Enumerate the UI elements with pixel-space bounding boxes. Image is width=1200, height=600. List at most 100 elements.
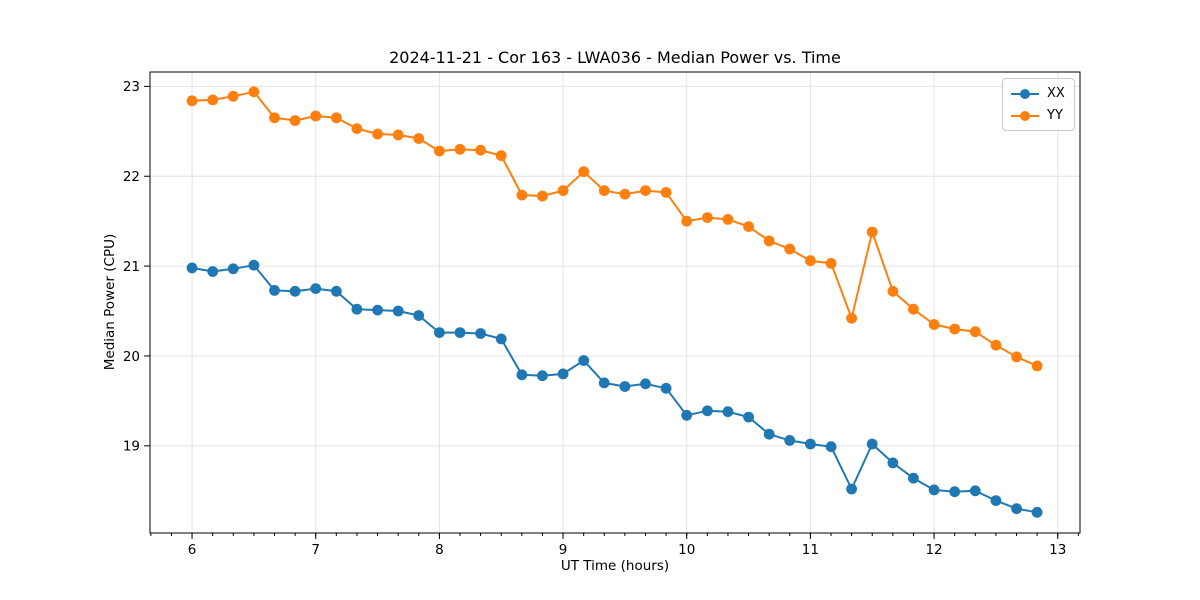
data-point-XX	[475, 328, 486, 339]
data-point-YY	[227, 90, 239, 102]
x-tick-label: 7	[311, 542, 320, 558]
data-point-XX	[289, 285, 301, 297]
data-point-XX	[743, 411, 754, 423]
data-point-YY	[289, 115, 301, 126]
data-point-YY	[454, 143, 466, 155]
data-point-YY	[969, 326, 981, 338]
data-point-XX	[372, 304, 383, 316]
data-point-YY	[434, 145, 445, 157]
y-tick-label: 21	[123, 259, 140, 275]
data-point-YY	[1011, 351, 1022, 363]
data-point-XX	[269, 285, 280, 296]
x-tick-label: 11	[802, 542, 819, 558]
data-point-XX	[619, 381, 631, 392]
data-point-XX	[784, 435, 796, 446]
data-point-YY	[248, 86, 260, 98]
data-point-YY	[887, 285, 899, 297]
data-point-YY	[413, 133, 425, 144]
x-axis-label: UT Time (hours)	[560, 558, 670, 574]
legend-line-sample-YY	[1011, 110, 1039, 121]
data-point-YY	[949, 323, 961, 335]
y-axis-label: Median Power (CPU)	[102, 233, 118, 371]
data-point-XX	[310, 283, 322, 294]
data-point-YY	[908, 303, 919, 315]
x-tick-label: 13	[1049, 542, 1066, 558]
chart-title: 2024-11-21 - Cor 163 - LWA036 - Median P…	[389, 48, 841, 67]
x-tick-label: 9	[559, 542, 568, 558]
data-point-XX	[908, 472, 919, 484]
data-point-YY	[928, 319, 940, 330]
data-point-YY	[495, 150, 507, 162]
y-tick-labels: 19 20 21 22 23	[123, 79, 140, 454]
data-point-XX	[578, 355, 590, 366]
y-tick-label: 23	[123, 79, 140, 95]
data-point-XX	[640, 378, 651, 390]
data-point-XX	[331, 285, 342, 297]
data-point-YY	[1031, 360, 1043, 372]
data-point-YY	[557, 185, 569, 197]
data-point-XX	[825, 441, 837, 453]
series-YY	[186, 86, 1043, 372]
data-point-YY	[207, 94, 219, 106]
data-point-XX	[392, 305, 404, 317]
y-tick-label: 19	[123, 439, 140, 455]
x-tick-label: 8	[435, 542, 444, 558]
data-point-YY	[722, 214, 734, 225]
data-point-YY	[825, 258, 837, 269]
legend-line-sample-XX	[1011, 88, 1039, 99]
data-point-YY	[537, 190, 548, 202]
data-point-XX	[681, 409, 693, 421]
data-point-XX	[763, 428, 775, 440]
legend-label-YY: YY	[1047, 108, 1063, 123]
data-point-XX	[969, 485, 981, 497]
data-point-YY	[784, 243, 796, 255]
x-tick-label: 10	[678, 542, 695, 558]
data-point-YY	[743, 221, 754, 233]
data-point-XX	[702, 405, 713, 417]
data-point-YY	[331, 112, 342, 124]
data-point-XX	[248, 259, 260, 271]
data-point-XX	[1031, 506, 1043, 518]
data-point-XX	[722, 406, 734, 418]
data-point-XX	[434, 327, 445, 338]
x-tick-labels: 6 7 8 9 10 11 12 13	[188, 542, 1067, 558]
data-point-XX	[516, 369, 528, 381]
data-point-YY	[372, 128, 383, 140]
data-point-XX	[660, 382, 672, 394]
data-point-XX	[805, 438, 816, 450]
data-point-YY	[516, 189, 528, 201]
data-point-XX	[227, 263, 239, 275]
data-point-YY	[866, 226, 878, 238]
legend-label-XX: XX	[1047, 86, 1065, 101]
data-point-YY	[805, 255, 816, 267]
data-point-XX	[887, 457, 899, 469]
data-point-YY	[660, 187, 672, 198]
data-point-XX	[495, 333, 507, 345]
data-point-XX	[990, 495, 1002, 506]
data-point-XX	[454, 327, 466, 338]
data-point-XX	[846, 483, 857, 495]
legend: XX YY	[1002, 78, 1075, 131]
data-point-YY	[681, 215, 693, 227]
series-XX	[186, 259, 1043, 518]
data-point-XX	[866, 438, 878, 450]
data-point-XX	[557, 368, 569, 380]
data-point-XX	[186, 262, 198, 274]
grid-lines	[150, 72, 1080, 533]
data-point-XX	[537, 370, 548, 382]
data-point-YY	[763, 235, 775, 247]
data-point-YY	[578, 166, 590, 178]
data-point-YY	[619, 188, 631, 200]
data-point-YY	[475, 144, 486, 156]
data-point-YY	[310, 110, 322, 122]
data-point-XX	[207, 266, 219, 277]
legend-entry-YY: YY	[1010, 106, 1065, 125]
data-point-XX	[949, 486, 961, 498]
data-point-XX	[928, 484, 940, 496]
data-point-YY	[186, 95, 198, 107]
y-tick-label: 22	[123, 169, 140, 185]
data-point-YY	[846, 312, 857, 324]
data-point-YY	[598, 185, 610, 197]
